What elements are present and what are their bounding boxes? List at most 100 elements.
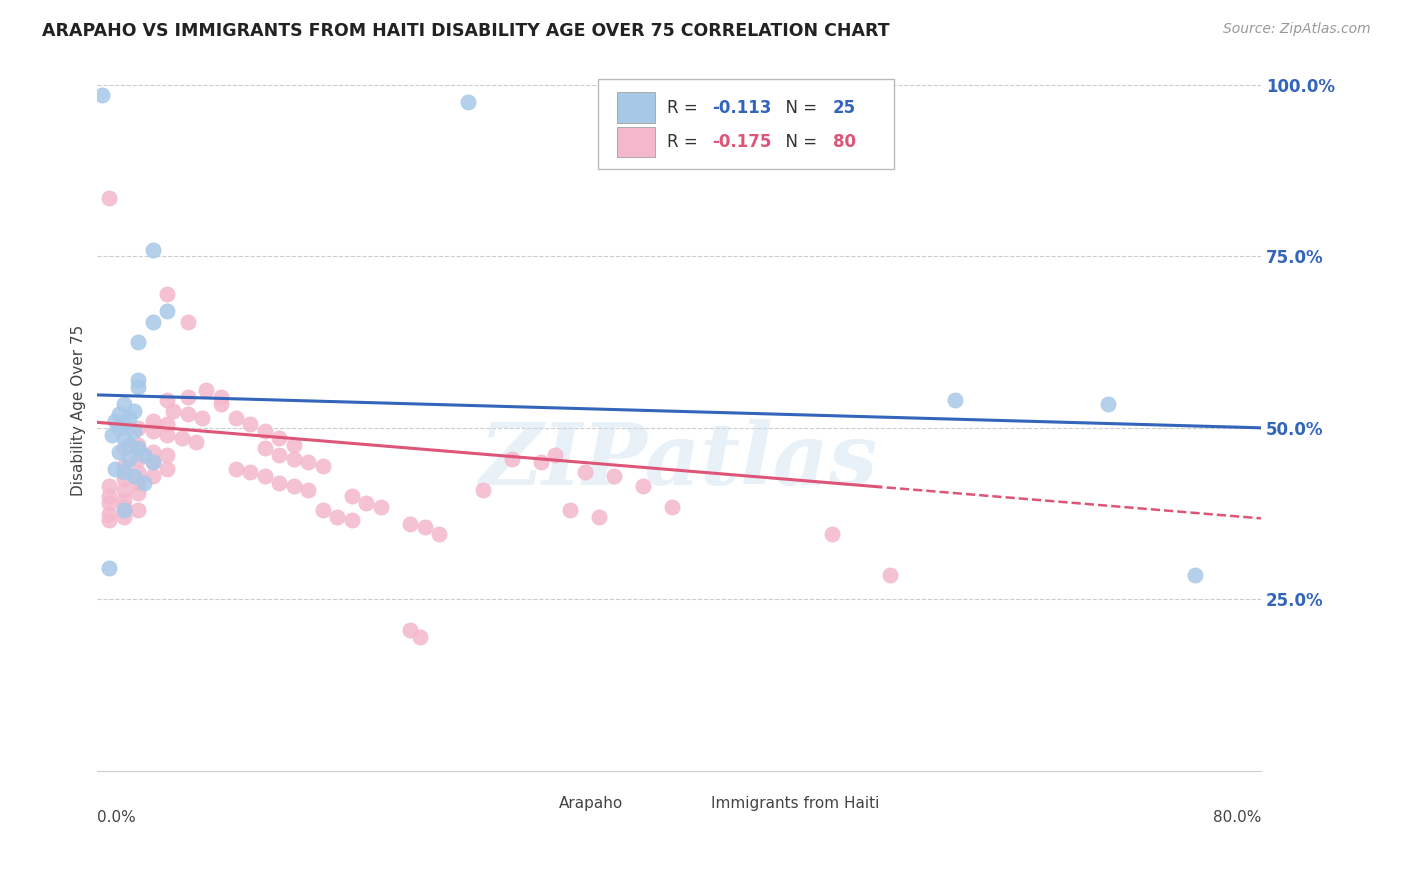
Text: 0.0%: 0.0% — [97, 810, 136, 825]
Point — [544, 448, 567, 462]
Point — [225, 462, 247, 476]
Text: R =: R = — [668, 98, 703, 117]
Point — [283, 451, 305, 466]
Point — [127, 421, 149, 435]
Point — [108, 421, 131, 435]
Point — [156, 304, 179, 318]
Point — [209, 390, 232, 404]
Point — [98, 513, 121, 527]
Point — [269, 431, 291, 445]
Point — [112, 417, 135, 432]
Point — [879, 568, 901, 582]
Point — [501, 451, 523, 466]
Point — [127, 451, 149, 466]
Point — [98, 561, 121, 575]
Point — [356, 496, 378, 510]
Point — [1097, 397, 1119, 411]
Point — [427, 527, 450, 541]
Point — [108, 407, 131, 421]
Point — [191, 410, 214, 425]
Point — [101, 427, 124, 442]
FancyBboxPatch shape — [527, 794, 554, 814]
Text: -0.175: -0.175 — [711, 133, 770, 151]
Point — [312, 503, 335, 517]
Point — [156, 462, 179, 476]
Point — [399, 623, 422, 637]
Point — [122, 468, 145, 483]
Point — [253, 442, 276, 456]
Point — [370, 500, 392, 514]
Point — [1184, 568, 1206, 582]
Text: 80: 80 — [832, 133, 856, 151]
Point — [132, 475, 155, 490]
Point — [112, 442, 135, 456]
FancyBboxPatch shape — [617, 127, 655, 157]
Point — [142, 314, 165, 328]
Point — [98, 496, 121, 510]
Point — [558, 503, 581, 517]
Point — [297, 455, 319, 469]
Point — [225, 410, 247, 425]
Text: ZIPatlas: ZIPatlas — [479, 419, 879, 503]
Point — [162, 403, 184, 417]
Point — [112, 431, 135, 445]
Point — [253, 468, 276, 483]
Point — [127, 486, 149, 500]
Point — [142, 455, 165, 469]
Point — [312, 458, 335, 473]
Point — [118, 451, 141, 466]
Point — [104, 462, 127, 476]
Point — [98, 507, 121, 521]
Point — [156, 448, 179, 462]
Point — [98, 191, 121, 205]
Point — [122, 424, 145, 438]
Point — [340, 513, 363, 527]
Point — [112, 483, 135, 497]
Point — [530, 455, 553, 469]
Point — [156, 287, 179, 301]
Text: -0.113: -0.113 — [711, 98, 770, 117]
Point — [209, 397, 232, 411]
Point — [574, 466, 596, 480]
Point — [283, 479, 305, 493]
Point — [127, 380, 149, 394]
Point — [90, 88, 112, 103]
Text: N =: N = — [775, 133, 823, 151]
Point — [413, 520, 436, 534]
Point — [127, 442, 149, 456]
Point — [118, 438, 141, 452]
Point — [112, 500, 135, 514]
Point — [156, 427, 179, 442]
Point — [132, 448, 155, 462]
Point — [127, 335, 149, 350]
Point — [112, 492, 135, 507]
Text: Immigrants from Haiti: Immigrants from Haiti — [710, 797, 879, 812]
Point — [127, 438, 149, 452]
FancyBboxPatch shape — [617, 93, 655, 123]
Point — [631, 479, 654, 493]
Point — [588, 510, 610, 524]
Point — [127, 503, 149, 517]
Text: 25: 25 — [832, 98, 856, 117]
Point — [602, 468, 624, 483]
Point — [118, 410, 141, 425]
Point — [239, 417, 262, 432]
Point — [98, 479, 121, 493]
Point — [269, 475, 291, 490]
Text: R =: R = — [668, 133, 703, 151]
Point — [661, 500, 683, 514]
Point — [340, 490, 363, 504]
Text: Source: ZipAtlas.com: Source: ZipAtlas.com — [1223, 22, 1371, 37]
Point — [945, 393, 967, 408]
Point — [142, 455, 165, 469]
Point — [122, 403, 145, 417]
Point — [142, 243, 165, 257]
Point — [142, 414, 165, 428]
Point — [112, 466, 135, 480]
Point — [108, 445, 131, 459]
Point — [195, 383, 218, 397]
Point — [156, 417, 179, 432]
Text: 80.0%: 80.0% — [1212, 810, 1261, 825]
Text: Arapaho: Arapaho — [560, 797, 623, 812]
Point — [142, 424, 165, 438]
